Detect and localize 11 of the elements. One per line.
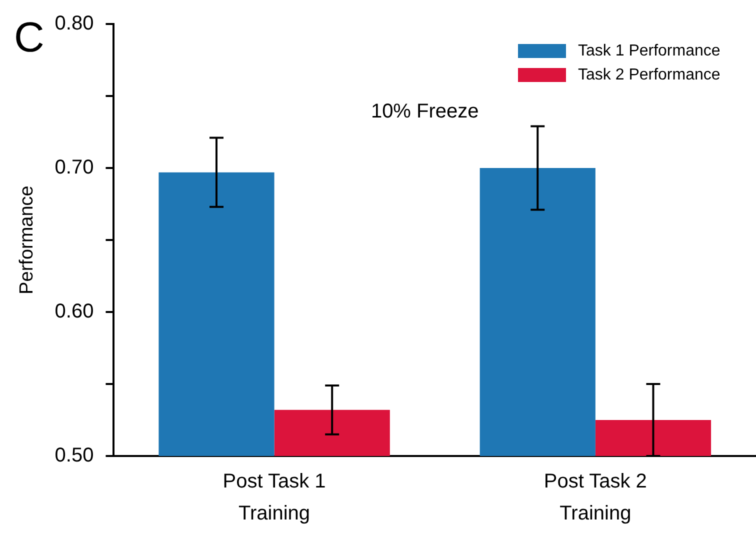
annotation: 10% Freeze	[370, 100, 479, 123]
y-tick-label: 0.70	[54, 156, 94, 179]
x-tick-label: Post Task 2 Training	[544, 470, 647, 525]
y-tick-label: 0.60	[54, 300, 94, 323]
y-tick-label: 0.50	[54, 444, 94, 467]
legend-label: Task 2 Performance	[578, 66, 720, 84]
y-tick-label: 0.80	[54, 12, 94, 35]
y-axis-title: Performance	[16, 186, 38, 294]
text: C	[14, 14, 44, 61]
x-tick-label: Post Task 1 Training	[222, 470, 326, 525]
legend-label: Task 1 Performance	[578, 42, 720, 60]
